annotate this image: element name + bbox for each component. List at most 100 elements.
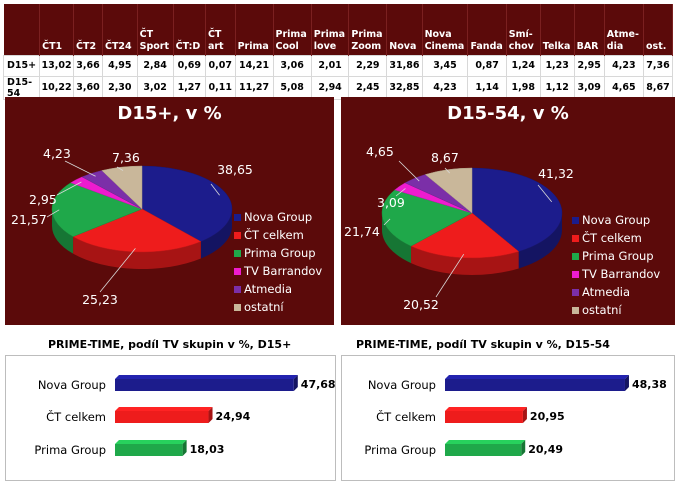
- table-cell: 31,86: [387, 55, 422, 76]
- table-header-row: ČT1ČT2ČT24ČT SportČT:DČT artPrimaPrima C…: [4, 4, 673, 55]
- table-cell: 4,23: [422, 76, 468, 99]
- table-cell: 5,08: [273, 76, 311, 99]
- bar-chart-d15-54: Nova Group48,38ČT celkem20,95Prima Group…: [341, 355, 675, 481]
- legend-swatch: [234, 250, 241, 257]
- pie-data-label: 3,09: [377, 195, 405, 210]
- table-header-cell: Smí-chov: [506, 4, 540, 55]
- table-header-cell: Prima Cool: [273, 4, 311, 55]
- legend-item: ostatní: [234, 298, 322, 316]
- legend-swatch: [572, 271, 579, 278]
- legend-label: ostatní: [244, 300, 284, 314]
- legend-item: ostatní: [572, 301, 660, 319]
- bar-value-label: 20,49: [528, 443, 563, 456]
- bar-value-label: 24,94: [216, 410, 251, 423]
- table-cell: 2,45: [349, 76, 387, 99]
- table-cell: 1,12: [540, 76, 574, 99]
- share-table: ČT1ČT2ČT24ČT SportČT:DČT artPrimaPrima C…: [3, 4, 673, 100]
- table-cell: 0,87: [468, 55, 506, 76]
- legend-label: ostatní: [582, 303, 622, 317]
- table-header-cell: BAR: [574, 4, 604, 55]
- pie-data-label: 25,23: [82, 292, 118, 307]
- legend-swatch: [572, 217, 579, 224]
- bar-top: [445, 407, 527, 411]
- table-cell: 7,36: [644, 55, 673, 76]
- legend-label: Prima Group: [582, 249, 654, 263]
- pie-data-label: 2,95: [29, 192, 57, 207]
- legend-swatch: [572, 253, 579, 260]
- legend-label: TV Barrandov: [582, 267, 660, 281]
- primetime-title-d15-54: PRIME-TIME, podíl TV skupin v %, D15-54: [356, 338, 610, 351]
- pie-data-label: 4,65: [366, 144, 394, 159]
- table-cell: 14,21: [235, 55, 273, 76]
- table-header-cell: ČT art: [205, 4, 235, 55]
- pie-data-label: 21,74: [344, 224, 380, 239]
- legend-item: Nova Group: [234, 208, 322, 226]
- table-header-cell: Prima love: [311, 4, 349, 55]
- bar-category-label: ČT celkem: [46, 409, 106, 424]
- table-header-cell: Fanda: [468, 4, 506, 55]
- bar-chart-svg: Nova Group48,38ČT celkem20,95Prima Group…: [342, 356, 674, 480]
- legend-label: Atmedia: [582, 285, 630, 299]
- legend-label: TV Barrandov: [244, 264, 322, 278]
- pie-data-label: 4,23: [43, 146, 71, 161]
- legend-item: ČT celkem: [234, 226, 322, 244]
- legend-item: Prima Group: [572, 247, 660, 265]
- pie-legend: Nova Group ČT celkem Prima Group TV Barrand…: [572, 211, 660, 319]
- table-cell: 1,27: [173, 76, 205, 99]
- legend-swatch: [572, 235, 579, 242]
- bar-value-label: 18,03: [190, 443, 225, 456]
- table-cell: 3,60: [74, 76, 103, 99]
- pie-data-label: 41,32: [538, 166, 574, 181]
- legend-item: Nova Group: [572, 211, 660, 229]
- bar-chart-d15plus: Nova Group47,68ČT celkem24,94Prima Group…: [5, 355, 336, 481]
- table-header-cell: [4, 4, 40, 55]
- legend-item: Atmedia: [234, 280, 322, 298]
- legend-label: ČT celkem: [582, 231, 642, 245]
- table-cell: 1,98: [506, 76, 540, 99]
- table-header-cell: Telka: [540, 4, 574, 55]
- table-cell: 1,14: [468, 76, 506, 99]
- table-header-cell: ost.: [644, 4, 673, 55]
- bar: [445, 379, 625, 391]
- legend-label: Nova Group: [582, 213, 650, 227]
- pie-legend: Nova GroupČT celkem Prima Group TV Barrand…: [234, 208, 322, 316]
- legend-label: Prima Group: [244, 246, 316, 260]
- legend-swatch: [234, 214, 241, 221]
- legend-swatch: [234, 286, 241, 293]
- table-cell: 4,23: [604, 55, 643, 76]
- legend-swatch: [234, 268, 241, 275]
- table-cell: 3,45: [422, 55, 468, 76]
- bar-top: [445, 375, 629, 379]
- legend-item: ČT celkem: [572, 229, 660, 247]
- legend-swatch: [234, 232, 241, 239]
- table-cell: 2,30: [102, 76, 137, 99]
- table-cell: 3,09: [574, 76, 604, 99]
- table-cell: 3,66: [74, 55, 103, 76]
- bar-category-label: Nova Group: [38, 378, 106, 392]
- bar: [445, 411, 523, 423]
- legend-swatch: [572, 307, 579, 314]
- table-cell: 1,23: [540, 55, 574, 76]
- table-cell: 3,02: [137, 76, 173, 99]
- table-row: D15+13,023,664,952,840,690,0714,213,062,…: [4, 55, 673, 76]
- bar-top: [115, 407, 213, 411]
- table-row-label: D15-54: [4, 76, 40, 99]
- bar-category-label: Prima Group: [364, 443, 436, 457]
- bar-value-label: 48,38: [632, 378, 667, 391]
- bar-category-label: ČT celkem: [376, 409, 436, 424]
- table-cell: 1,24: [506, 55, 540, 76]
- pie-leader-line: [65, 161, 96, 176]
- bar: [115, 379, 294, 391]
- table-row-label: D15+: [4, 55, 40, 76]
- table-cell: 2,95: [574, 55, 604, 76]
- bar-value-label: 47,68: [301, 378, 335, 391]
- table-header-cell: Atme-dia: [604, 4, 643, 55]
- pie-data-label: 7,36: [112, 150, 140, 165]
- table-header-cell: ČT1: [40, 4, 74, 55]
- table-cell: 4,95: [102, 55, 137, 76]
- bar-value-label: 20,95: [530, 410, 565, 423]
- legend-item: Prima Group: [234, 244, 322, 262]
- table-cell: 2,29: [349, 55, 387, 76]
- bar: [445, 444, 521, 456]
- table-header-cell: ČT Sport: [137, 4, 173, 55]
